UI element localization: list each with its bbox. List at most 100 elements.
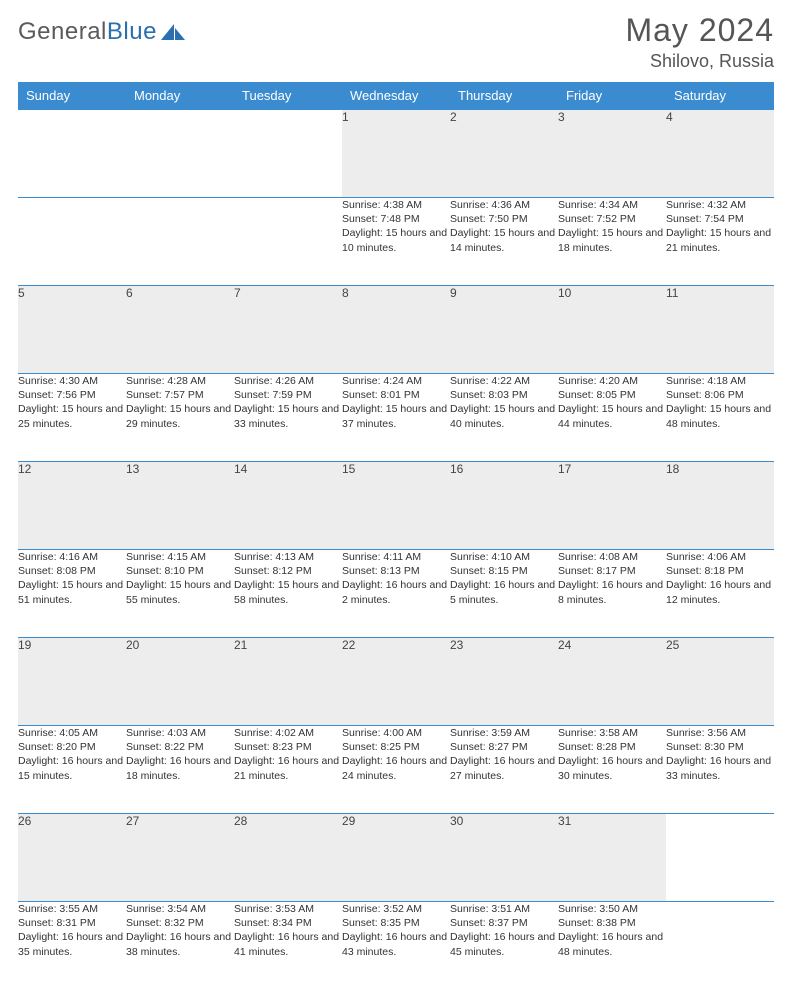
sunrise-text: Sunrise: 4:13 AM [234, 550, 342, 564]
day-number-cell: 7 [234, 286, 342, 374]
header: GeneralBlue May 2024 Shilovo, Russia [18, 12, 774, 72]
day-number-cell: 27 [126, 814, 234, 902]
daylight-text: Daylight: 15 hours and 51 minutes. [18, 578, 126, 606]
day-number-cell: 11 [666, 286, 774, 374]
day-number-cell: 19 [18, 638, 126, 726]
brand-logo: GeneralBlue [18, 18, 187, 46]
day-number-cell: 16 [450, 462, 558, 550]
daylight-text: Daylight: 16 hours and 5 minutes. [450, 578, 558, 606]
daylight-text: Daylight: 15 hours and 33 minutes. [234, 402, 342, 430]
sunset-text: Sunset: 8:08 PM [18, 564, 126, 578]
daylight-text: Daylight: 16 hours and 48 minutes. [558, 930, 666, 958]
day-number-cell: 8 [342, 286, 450, 374]
weekday-header: Saturday [666, 82, 774, 110]
day-info-cell: Sunrise: 3:50 AMSunset: 8:38 PMDaylight:… [558, 902, 666, 990]
day-number-cell: 20 [126, 638, 234, 726]
day-info-cell: Sunrise: 4:22 AMSunset: 8:03 PMDaylight:… [450, 374, 558, 462]
sunrise-text: Sunrise: 4:02 AM [234, 726, 342, 740]
day-info-cell: Sunrise: 4:11 AMSunset: 8:13 PMDaylight:… [342, 550, 450, 638]
day-info-cell: Sunrise: 4:28 AMSunset: 7:57 PMDaylight:… [126, 374, 234, 462]
sunrise-text: Sunrise: 4:36 AM [450, 198, 558, 212]
day-info-cell: Sunrise: 4:24 AMSunset: 8:01 PMDaylight:… [342, 374, 450, 462]
day-number-cell: 14 [234, 462, 342, 550]
sunset-text: Sunset: 8:18 PM [666, 564, 774, 578]
sunrise-text: Sunrise: 3:55 AM [18, 902, 126, 916]
sunset-text: Sunset: 8:31 PM [18, 916, 126, 930]
day-number-cell: 18 [666, 462, 774, 550]
day-number-cell: 12 [18, 462, 126, 550]
day-number-cell: 30 [450, 814, 558, 902]
day-number-cell: 6 [126, 286, 234, 374]
weekday-header: Tuesday [234, 82, 342, 110]
daylight-text: Daylight: 15 hours and 25 minutes. [18, 402, 126, 430]
brand-name-a: General [18, 18, 107, 45]
sunrise-text: Sunrise: 4:05 AM [18, 726, 126, 740]
daylight-text: Daylight: 15 hours and 18 minutes. [558, 226, 666, 254]
sunset-text: Sunset: 7:48 PM [342, 212, 450, 226]
day-number-cell: 26 [18, 814, 126, 902]
daylight-text: Daylight: 16 hours and 18 minutes. [126, 754, 234, 782]
daylight-text: Daylight: 16 hours and 35 minutes. [18, 930, 126, 958]
day-info-cell: Sunrise: 3:58 AMSunset: 8:28 PMDaylight:… [558, 726, 666, 814]
location: Shilovo, Russia [625, 51, 774, 72]
sail-icon [161, 22, 187, 42]
sunset-text: Sunset: 8:03 PM [450, 388, 558, 402]
sunset-text: Sunset: 8:23 PM [234, 740, 342, 754]
daylight-text: Daylight: 16 hours and 8 minutes. [558, 578, 666, 606]
sunset-text: Sunset: 8:06 PM [666, 388, 774, 402]
sunset-text: Sunset: 8:30 PM [666, 740, 774, 754]
day-info-cell [126, 198, 234, 286]
sunset-text: Sunset: 8:25 PM [342, 740, 450, 754]
brand-name: GeneralBlue [18, 18, 157, 46]
sunrise-text: Sunrise: 3:51 AM [450, 902, 558, 916]
sunset-text: Sunset: 8:13 PM [342, 564, 450, 578]
sunrise-text: Sunrise: 4:34 AM [558, 198, 666, 212]
day-info-cell: Sunrise: 4:00 AMSunset: 8:25 PMDaylight:… [342, 726, 450, 814]
day-info-cell: Sunrise: 4:34 AMSunset: 7:52 PMDaylight:… [558, 198, 666, 286]
sunset-text: Sunset: 8:35 PM [342, 916, 450, 930]
sunset-text: Sunset: 8:17 PM [558, 564, 666, 578]
sunrise-text: Sunrise: 3:52 AM [342, 902, 450, 916]
sunset-text: Sunset: 8:22 PM [126, 740, 234, 754]
weekday-header: Friday [558, 82, 666, 110]
daylight-text: Daylight: 16 hours and 30 minutes. [558, 754, 666, 782]
sunset-text: Sunset: 8:20 PM [18, 740, 126, 754]
sunset-text: Sunset: 7:50 PM [450, 212, 558, 226]
sunrise-text: Sunrise: 4:11 AM [342, 550, 450, 564]
day-info-cell: Sunrise: 3:51 AMSunset: 8:37 PMDaylight:… [450, 902, 558, 990]
day-number-cell: 2 [450, 110, 558, 198]
daylight-text: Daylight: 15 hours and 48 minutes. [666, 402, 774, 430]
daylight-text: Daylight: 16 hours and 21 minutes. [234, 754, 342, 782]
day-info-cell: Sunrise: 3:52 AMSunset: 8:35 PMDaylight:… [342, 902, 450, 990]
sunset-text: Sunset: 7:56 PM [18, 388, 126, 402]
sunset-text: Sunset: 8:15 PM [450, 564, 558, 578]
weekday-header: Sunday [18, 82, 126, 110]
day-number-cell: 29 [342, 814, 450, 902]
daylight-text: Daylight: 15 hours and 14 minutes. [450, 226, 558, 254]
day-number-cell: 10 [558, 286, 666, 374]
sunrise-text: Sunrise: 4:24 AM [342, 374, 450, 388]
day-number-cell: 17 [558, 462, 666, 550]
sunrise-text: Sunrise: 3:56 AM [666, 726, 774, 740]
daylight-text: Daylight: 15 hours and 40 minutes. [450, 402, 558, 430]
day-number-cell [126, 110, 234, 198]
day-info-cell [234, 198, 342, 286]
sunrise-text: Sunrise: 3:50 AM [558, 902, 666, 916]
sunrise-text: Sunrise: 4:10 AM [450, 550, 558, 564]
day-number-cell: 31 [558, 814, 666, 902]
day-number-cell: 9 [450, 286, 558, 374]
daylight-text: Daylight: 15 hours and 44 minutes. [558, 402, 666, 430]
day-info-cell: Sunrise: 4:15 AMSunset: 8:10 PMDaylight:… [126, 550, 234, 638]
month-title: May 2024 [625, 12, 774, 49]
sunrise-text: Sunrise: 3:53 AM [234, 902, 342, 916]
sunset-text: Sunset: 8:01 PM [342, 388, 450, 402]
day-number-cell: 28 [234, 814, 342, 902]
daylight-text: Daylight: 16 hours and 15 minutes. [18, 754, 126, 782]
daylight-text: Daylight: 16 hours and 38 minutes. [126, 930, 234, 958]
sunrise-text: Sunrise: 4:28 AM [126, 374, 234, 388]
day-number-cell: 21 [234, 638, 342, 726]
sunset-text: Sunset: 8:38 PM [558, 916, 666, 930]
day-number-cell: 1 [342, 110, 450, 198]
daylight-text: Daylight: 16 hours and 45 minutes. [450, 930, 558, 958]
day-number-cell: 3 [558, 110, 666, 198]
